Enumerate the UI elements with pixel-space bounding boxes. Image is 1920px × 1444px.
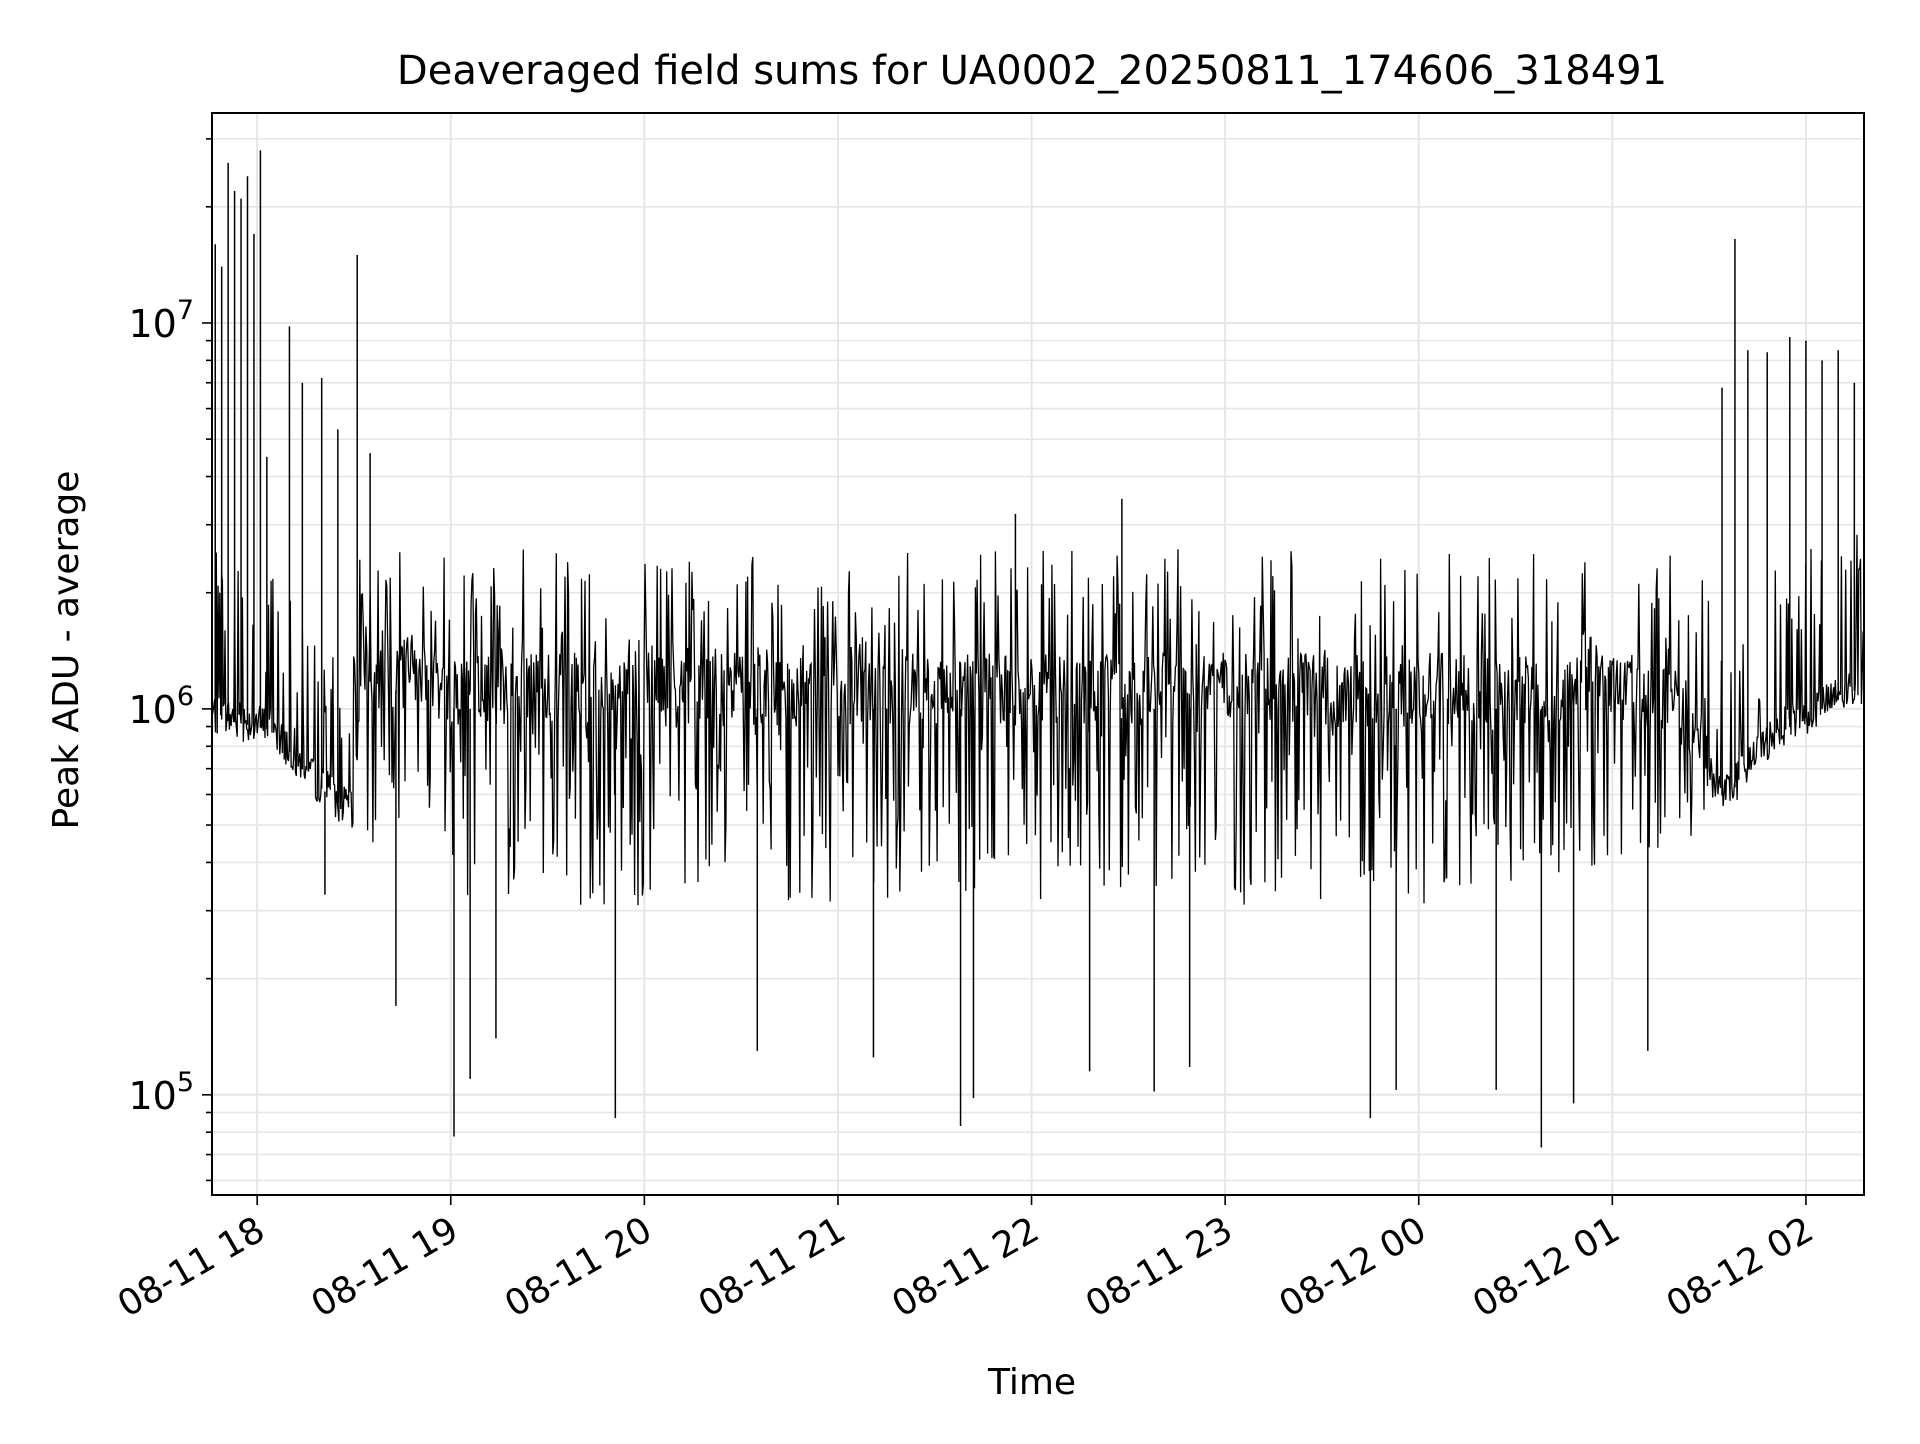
y-tick-label: 106	[128, 681, 194, 732]
series-line	[211, 534, 1865, 906]
series-layer	[211, 150, 1865, 1148]
y-tick-label: 107	[128, 295, 194, 346]
y-tick-label: 105	[128, 1067, 194, 1118]
plot-frame	[211, 112, 1865, 1196]
y-axis-label: Peak ADU - average	[46, 471, 87, 830]
chart-title: Deaveraged field sums for UA0002_2025081…	[397, 48, 1667, 94]
x-axis-label: Time	[987, 1362, 1076, 1403]
